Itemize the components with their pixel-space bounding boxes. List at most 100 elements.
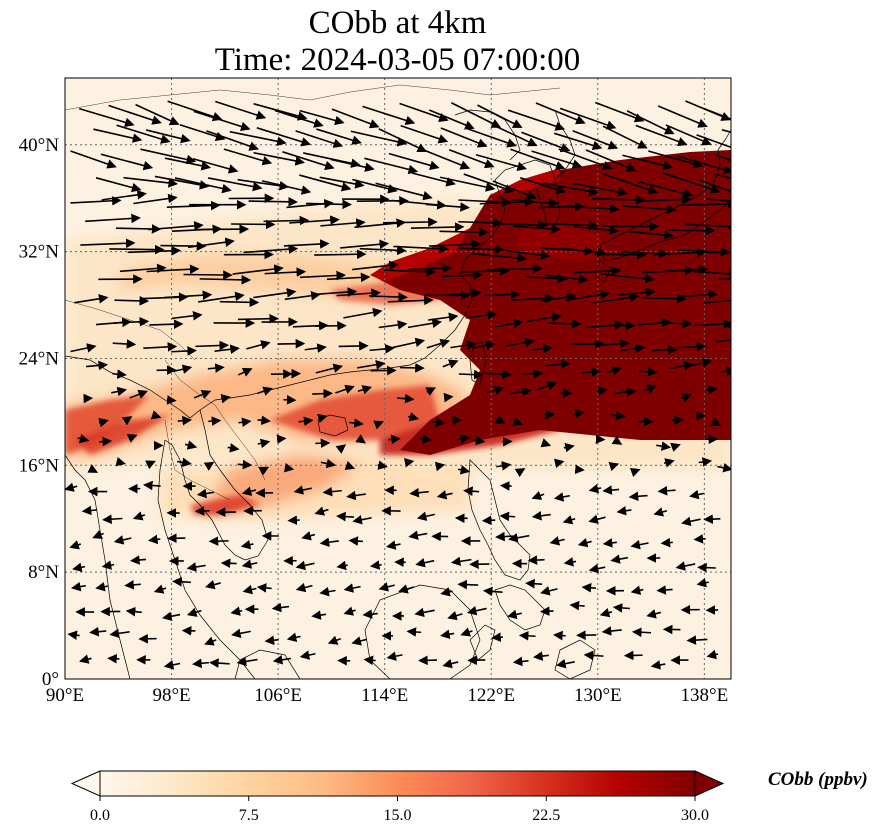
wind-arrow bbox=[241, 559, 258, 569]
wind-arrow bbox=[511, 198, 559, 208]
colorbar-gradient bbox=[100, 771, 695, 796]
wind-arrow bbox=[368, 292, 408, 302]
wind-arrow bbox=[728, 227, 731, 230]
wind-arrow bbox=[653, 247, 707, 258]
wind-arrow bbox=[455, 434, 471, 444]
map-title: CObb at 4km bbox=[308, 5, 487, 41]
wind-arrow bbox=[301, 531, 316, 541]
wind-arrow bbox=[553, 630, 566, 641]
wind-arrow bbox=[531, 490, 545, 500]
wind-arrow bbox=[336, 511, 354, 522]
wind-arrow bbox=[703, 299, 731, 304]
colorbar: 0.0 7.5 15.0 22.5 30.0 bbox=[70, 770, 725, 824]
wind-arrow bbox=[669, 360, 694, 371]
wind-arrow bbox=[173, 364, 193, 374]
wind-arrow bbox=[628, 491, 648, 502]
wind-arrow bbox=[512, 656, 529, 667]
wind-arrow bbox=[458, 369, 484, 380]
wind-arrow bbox=[544, 274, 589, 284]
wind-arrow bbox=[450, 102, 502, 128]
wind-arrow bbox=[209, 658, 230, 668]
wind-arrow bbox=[703, 107, 731, 120]
lon-tick-label: 114°E bbox=[361, 685, 408, 706]
wind-arrow bbox=[531, 150, 583, 169]
wind-arrow bbox=[377, 460, 388, 470]
wind-arrow bbox=[149, 319, 184, 329]
wind-arrow bbox=[663, 172, 721, 194]
wind-arrow bbox=[494, 318, 524, 329]
wind-arrow bbox=[271, 602, 290, 613]
wind-arrow bbox=[471, 252, 528, 263]
wind-arrow bbox=[237, 459, 253, 470]
wind-arrow bbox=[622, 154, 674, 171]
wind-arrow bbox=[304, 343, 327, 353]
wind-arrow bbox=[495, 531, 514, 542]
wind-arrow bbox=[519, 177, 567, 195]
wind-arrow bbox=[65, 482, 78, 492]
wind-arrow bbox=[295, 130, 344, 148]
wind-arrow bbox=[387, 295, 434, 306]
wind-arrow bbox=[350, 130, 408, 147]
wind-arrow bbox=[143, 342, 178, 352]
longitude-ticks: 90°E 98°E 106°E 114°E 122°E 130°E 138°E bbox=[46, 685, 728, 706]
coastline-hainan bbox=[317, 414, 349, 437]
wind-arrow bbox=[496, 461, 512, 471]
coastlines bbox=[65, 109, 731, 679]
wind-arrow bbox=[628, 230, 674, 240]
wind-arrow bbox=[443, 392, 454, 403]
wind-arrow bbox=[411, 172, 456, 187]
wind-arrow bbox=[431, 417, 446, 428]
wind-arrow bbox=[388, 152, 440, 170]
wind-arrow bbox=[203, 461, 215, 471]
lat-tick-label: 40°N bbox=[19, 135, 60, 156]
wind-arrow bbox=[425, 387, 437, 396]
wind-arrow bbox=[415, 558, 435, 568]
wind-arrow bbox=[463, 173, 515, 194]
wind-arrow bbox=[574, 266, 622, 276]
wind-arrow bbox=[163, 660, 181, 670]
wind-arrow bbox=[559, 107, 617, 130]
wind-arrow bbox=[622, 204, 677, 215]
wind-arrow bbox=[86, 360, 109, 371]
wind-arrow bbox=[467, 655, 486, 665]
wind-arrow bbox=[610, 410, 626, 421]
wind-arrow bbox=[335, 384, 355, 394]
wind-arrow bbox=[635, 124, 688, 147]
wind-arrow bbox=[706, 649, 719, 660]
wind-arrow bbox=[230, 606, 243, 616]
wind-arrow bbox=[193, 110, 251, 132]
wind-vector-field bbox=[65, 100, 731, 670]
wind-arrow bbox=[623, 650, 643, 661]
coastline-japan bbox=[599, 129, 731, 261]
wind-arrow bbox=[335, 444, 347, 454]
wind-arrow bbox=[611, 435, 623, 445]
wind-arrow bbox=[525, 578, 543, 589]
wind-arrow bbox=[574, 225, 620, 235]
wind-arrow bbox=[484, 289, 521, 300]
wind-arrow bbox=[349, 418, 364, 428]
wind-arrow bbox=[287, 515, 300, 525]
wind-arrow bbox=[299, 174, 352, 192]
wind-arrow bbox=[466, 606, 487, 616]
wind-arrow bbox=[92, 530, 104, 539]
wind-arrow bbox=[340, 239, 390, 250]
wind-arrow bbox=[272, 655, 291, 665]
wind-arrow bbox=[378, 320, 408, 330]
wind-arrow bbox=[713, 172, 731, 180]
wind-arrow bbox=[282, 151, 335, 171]
wind-arrow bbox=[253, 151, 305, 166]
wind-arrow bbox=[220, 394, 231, 404]
wind-arrow bbox=[482, 586, 503, 597]
wind-arrow bbox=[256, 127, 312, 147]
wind-arrow bbox=[362, 609, 378, 619]
lat-tick-label: 16°N bbox=[19, 455, 60, 476]
wind-arrow bbox=[107, 653, 120, 664]
wind-arrow bbox=[408, 263, 453, 274]
wind-arrow bbox=[70, 195, 122, 206]
wind-arrow bbox=[352, 515, 372, 525]
wind-arrow bbox=[215, 100, 267, 120]
wind-arrow bbox=[410, 222, 465, 232]
wind-arrow bbox=[457, 244, 505, 255]
wind-arrow bbox=[326, 272, 371, 283]
wind-arrow bbox=[219, 297, 260, 308]
